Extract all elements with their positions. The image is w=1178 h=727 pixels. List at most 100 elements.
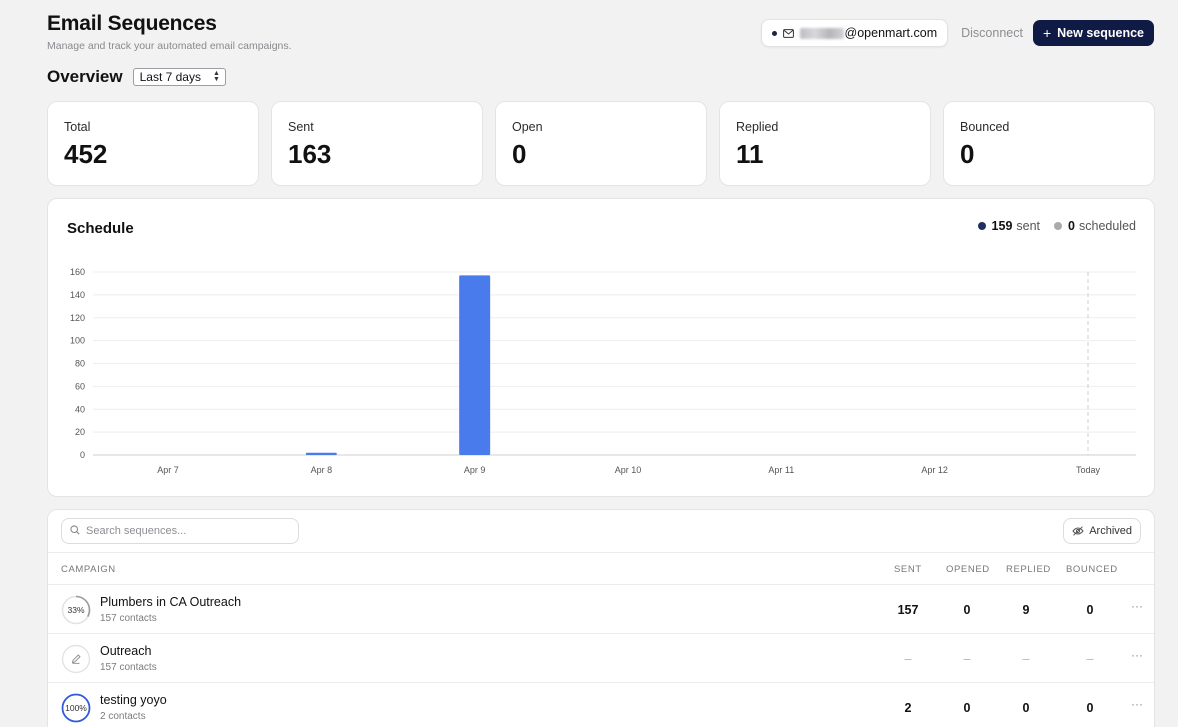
schedule-title: Schedule <box>67 220 134 237</box>
date-range-select[interactable]: Last 7 days ▲ ▼ <box>132 68 226 86</box>
legend-scheduled: 0 scheduled <box>1054 219 1136 233</box>
bar <box>305 452 337 455</box>
cell-sent: 2 <box>904 701 912 715</box>
campaign-contacts: 157 contacts <box>100 613 157 624</box>
table-row[interactable]: 33% Plumbers in CA Outreach 157 contacts… <box>48 585 1154 634</box>
pencil-icon <box>61 644 91 674</box>
col-replied[interactable]: REPLIED <box>1006 564 1051 575</box>
stat-label: Open <box>512 120 543 134</box>
stat-label: Total <box>64 120 91 134</box>
legend-dot-scheduled <box>1054 222 1063 230</box>
schedule-chart: 0 20 40 60 80 100 120 140 160 Apr 7 Apr 8 Apr 9 Apr … <box>70 267 1136 475</box>
y-tick-label: 20 <box>75 427 85 437</box>
table-header: CAMPAIGN SENT OPENED REPLIED BOUNCED <box>48 552 1154 585</box>
y-tick-label: 100 <box>70 336 85 346</box>
mail-icon <box>782 28 794 38</box>
connected-account[interactable]: @openmart.com <box>760 19 949 47</box>
stat-card-sent: Sent 163 <box>271 101 483 186</box>
stats-row: Total 452 Sent 163 Open 0 Replied 11 Bou… <box>47 101 1155 186</box>
redacted-email-user <box>799 27 844 39</box>
more-options-icon[interactable]: ··· <box>1131 697 1143 711</box>
x-tick-label: Today <box>1076 465 1101 475</box>
table-row[interactable]: 100% testing yoyo 2 contacts 2 0 0 0 ··· <box>48 683 1154 727</box>
search-icon <box>70 522 80 540</box>
cell-replied: 0 <box>1022 701 1030 715</box>
page-subtitle: Manage and track your automated email ca… <box>47 40 292 52</box>
legend-sent-count: 159 <box>991 219 1013 233</box>
stat-label: Sent <box>288 120 314 134</box>
cell-opened: – <box>963 652 971 666</box>
col-campaign[interactable]: CAMPAIGN <box>61 564 116 575</box>
page-title: Email Sequences <box>47 12 217 35</box>
new-sequence-label: New sequence <box>1057 26 1144 40</box>
search-box[interactable] <box>61 518 299 544</box>
stat-card-bounced: Bounced 0 <box>943 101 1155 186</box>
legend-scheduled-count: 0 <box>1068 219 1075 233</box>
search-input[interactable] <box>86 525 286 537</box>
stat-value: 0 <box>512 139 527 169</box>
date-range-value: Last 7 days <box>139 70 201 84</box>
new-sequence-button[interactable]: + New sequence <box>1032 20 1154 46</box>
archived-button[interactable]: Archived <box>1063 518 1141 544</box>
progress-ring-icon: 33% <box>61 595 91 625</box>
legend-sent-label: sent <box>1016 219 1041 233</box>
status-dot <box>771 30 777 36</box>
col-bounced[interactable]: BOUNCED <box>1066 564 1118 575</box>
cell-opened: 0 <box>963 701 971 715</box>
cell-bounced: – <box>1086 652 1094 666</box>
chart-legend: 159 sent 0 scheduled <box>964 219 1136 233</box>
table-row[interactable]: Outreach 157 contacts – – – – ··· <box>48 634 1154 683</box>
page-header: Email Sequences Manage and track your au… <box>47 12 292 52</box>
cell-replied: – <box>1022 652 1030 666</box>
cell-sent: 157 <box>897 603 919 617</box>
cell-sent: – <box>904 652 912 666</box>
campaign-name[interactable]: Outreach <box>100 644 152 658</box>
y-tick-label: 60 <box>75 381 85 391</box>
overview-title: Overview <box>47 67 123 86</box>
more-options-icon[interactable]: ··· <box>1131 648 1143 662</box>
legend-scheduled-label: scheduled <box>1079 219 1136 233</box>
archived-label: Archived <box>1089 525 1132 537</box>
y-tick-label: 140 <box>70 290 85 300</box>
campaign-contacts: 157 contacts <box>100 662 157 673</box>
more-options-icon[interactable]: ··· <box>1131 599 1143 613</box>
y-tick-label: 80 <box>75 359 85 369</box>
y-tick-label: 0 <box>80 450 85 460</box>
x-tick-label: Apr 12 <box>921 465 948 475</box>
progress-text: 33% <box>67 605 84 615</box>
stat-value: 11 <box>736 139 764 169</box>
campaign-name[interactable]: Plumbers in CA Outreach <box>100 595 242 609</box>
campaign-contacts: 2 contacts <box>100 711 146 722</box>
col-sent[interactable]: SENT <box>894 564 922 575</box>
overview-bar: Overview Last 7 days ▲ ▼ <box>47 67 226 87</box>
header-actions: @openmart.com Disconnect + New sequence <box>760 19 1154 47</box>
stat-value: 452 <box>64 139 108 169</box>
stat-card-open: Open 0 <box>495 101 707 186</box>
stat-value: 0 <box>960 139 975 169</box>
progress-ring-icon: 100% <box>61 693 91 723</box>
x-tick-label: Apr 11 <box>768 465 794 475</box>
col-opened[interactable]: OPENED <box>946 564 990 575</box>
bar <box>459 275 491 455</box>
account-domain: @openmart.com <box>844 26 938 40</box>
cell-bounced: 0 <box>1086 603 1094 617</box>
plus-icon: + <box>1042 25 1052 41</box>
stat-label: Bounced <box>960 120 1010 134</box>
stat-card-replied: Replied 11 <box>719 101 931 186</box>
disconnect-button[interactable]: Disconnect <box>961 26 1023 40</box>
legend-sent: 159 sent <box>977 219 1041 233</box>
campaign-name[interactable]: testing yoyo <box>100 693 167 707</box>
sequences-table-card: Archived CAMPAIGN SENT OPENED REPLIED BO… <box>47 509 1155 727</box>
stat-value: 163 <box>288 139 332 169</box>
cell-replied: 9 <box>1022 603 1030 617</box>
x-tick-label: Apr 7 <box>157 465 179 475</box>
cell-bounced: 0 <box>1086 701 1094 715</box>
x-tick-label: Apr 10 <box>615 465 642 475</box>
stat-card-total: Total 452 <box>47 101 259 186</box>
progress-text: 100% <box>65 703 87 713</box>
x-tick-label: Apr 9 <box>464 465 486 475</box>
y-tick-label: 120 <box>70 313 85 323</box>
schedule-card: Schedule 159 sent 0 scheduled 0 20 40 60 80 1… <box>47 198 1155 497</box>
y-tick-label: 40 <box>75 404 85 414</box>
stat-label: Replied <box>736 120 779 134</box>
